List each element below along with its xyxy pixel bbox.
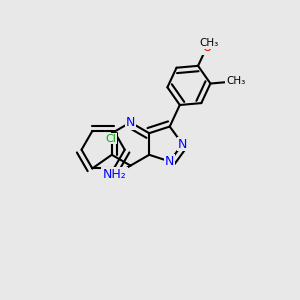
Text: CH₃: CH₃ <box>226 76 245 86</box>
Text: O: O <box>202 41 211 54</box>
Text: CH₃: CH₃ <box>199 38 218 48</box>
Text: N: N <box>165 155 174 168</box>
Text: N: N <box>126 116 135 129</box>
Text: Cl: Cl <box>106 134 116 143</box>
Text: O: O <box>226 75 235 88</box>
Text: NH₂: NH₂ <box>103 168 127 181</box>
Text: N: N <box>178 137 187 151</box>
